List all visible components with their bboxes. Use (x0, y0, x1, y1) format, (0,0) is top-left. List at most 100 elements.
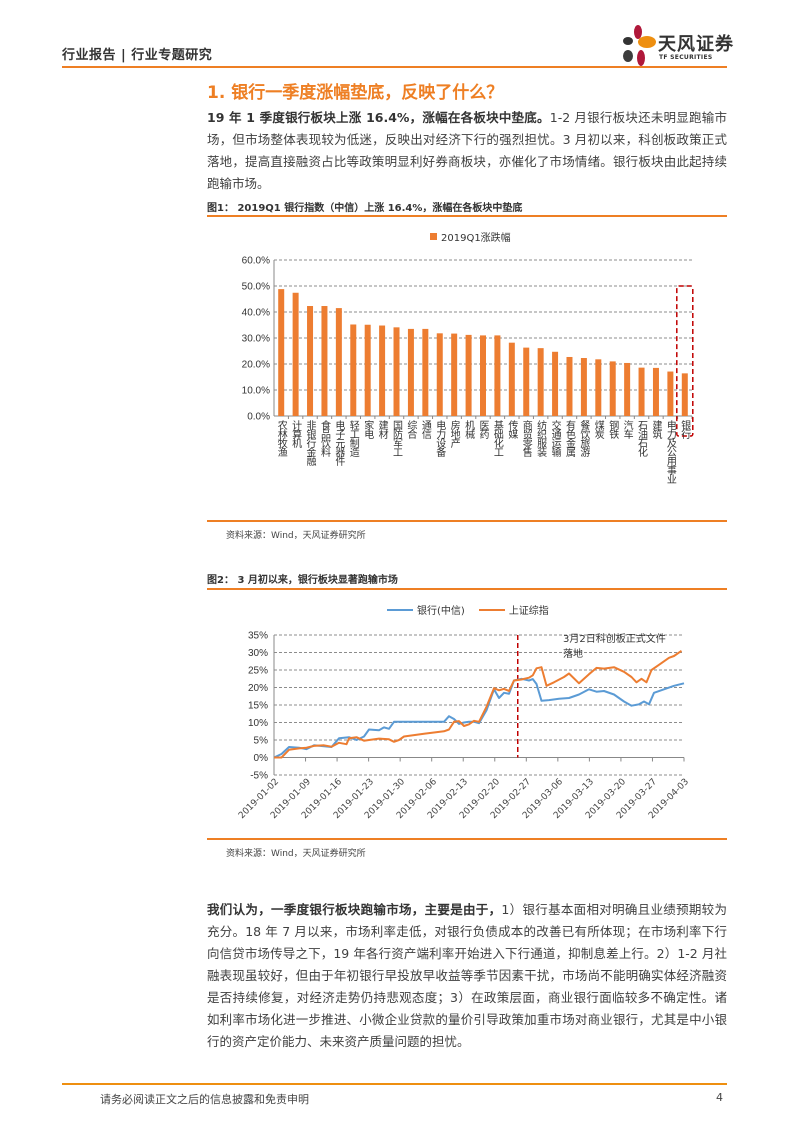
bar (523, 347, 530, 416)
intro-paragraph: 19 年 1 季度银行板块上涨 16.4%，涨幅在各板块中垫底。1-2 月银行板… (207, 107, 727, 195)
bar (278, 289, 285, 416)
svg-text:50.0%: 50.0% (242, 282, 270, 293)
legend-item-bank: 银行(中信) (387, 602, 465, 617)
flower-logo-icon (623, 25, 656, 66)
svg-text:30%: 30% (248, 648, 268, 659)
bar (393, 327, 400, 416)
analysis-paragraph: 我们认为，一季度银行板块跑输市场，主要是由于，1）银行基本面相对明确且业绩预期较… (207, 899, 727, 1053)
bar (638, 367, 645, 416)
bar (652, 367, 659, 416)
category-label: 电力及公用事业 (664, 420, 676, 483)
line-chart-svg: -5% 0% 5% 10% 15% 20% 25% 30% 35% (248, 631, 685, 782)
figure2-source: 资料来源：Wind，天风证券研究所 (226, 849, 366, 859)
svg-text:0.0%: 0.0% (247, 412, 270, 423)
bar (609, 361, 616, 416)
legend-label: 上证综指 (508, 606, 549, 617)
bar (494, 335, 501, 416)
logo-name-en: TF SECURITIES (659, 54, 713, 61)
figure1-title: 图1： 2019Q1 银行指数（中信）上涨 16.4%，涨幅在各板块中垫底 (207, 203, 523, 214)
category-label: 电子元器件 (332, 420, 344, 465)
category-label: 有色金属 (563, 420, 575, 456)
figure2-line-chart: -5% 0% 5% 10% 15% 20% 25% 30% 35% 2019-01-02 2019-… (226, 625, 706, 840)
annotation-line1: 3月2日科创板正式文件 (563, 634, 666, 645)
bar (422, 328, 429, 416)
category-label: 非银行金融 (304, 420, 316, 465)
figure1-bottom-divider (207, 520, 727, 522)
category-label: 农林牧渔 (275, 420, 287, 456)
logo-name-cn: 天风证券 (658, 34, 734, 55)
figure2-legend: 银行(中信) 上证综指 (387, 602, 549, 617)
category-label: 食品饮料 (318, 420, 330, 456)
category-label: 石油石化 (635, 420, 647, 456)
svg-text:20%: 20% (248, 683, 268, 694)
bar (537, 348, 544, 416)
bar-chart-svg: 0.0% 10.0% 20.0% 30.0% 40.0% 50.0% 60.0% (242, 256, 694, 437)
bar (580, 358, 587, 416)
figure1-legend: 2019Q1涨跌幅 (430, 229, 511, 244)
category-label: 银行 (678, 420, 690, 438)
legend-label: 银行(中信) (417, 606, 465, 617)
figure2-bottom-divider (207, 838, 727, 840)
series-line (273, 677, 685, 759)
category-label: 建材 (376, 420, 388, 438)
bar (681, 373, 688, 416)
svg-text:0%: 0% (254, 753, 269, 764)
legend-line-icon (387, 608, 413, 611)
figure1-source: 资料来源：Wind，天风证券研究所 (226, 531, 366, 541)
svg-text:30.0%: 30.0% (242, 334, 270, 345)
svg-text:-5%: -5% (250, 771, 268, 782)
category-label: 钢铁 (606, 420, 618, 438)
bar (480, 335, 486, 416)
report-type-label: 行业报告 | 行业专题研究 (62, 48, 213, 63)
category-label: 餐饮旅游 (577, 420, 589, 456)
figure1-bar-chart: 0.0% 10.0% 20.0% 30.0% 40.0% 50.0% 60.0% 农林牧渔 计算… (226, 250, 706, 520)
category-label: 通信 (419, 420, 431, 438)
svg-text:60.0%: 60.0% (242, 256, 270, 267)
category-label: 机械 (462, 420, 474, 438)
bar (407, 328, 414, 416)
category-label: 交通运输 (549, 420, 561, 456)
header-divider (62, 66, 727, 68)
bar (350, 324, 357, 416)
figure1-divider (207, 215, 727, 217)
bar (335, 308, 342, 416)
figure2-annotation: 3月2日科创板正式文件 落地 (563, 632, 666, 662)
category-label: 汽车 (621, 420, 633, 438)
category-label: 建筑 (649, 420, 661, 438)
legend-label: 2019Q1涨跌幅 (441, 233, 511, 244)
company-logo: 天风证券 TF SECURITIES (618, 24, 748, 68)
series-line (274, 649, 683, 759)
section-title: 1. 银行一季度涨幅垫底，反映了什么？ (207, 83, 504, 103)
svg-text:40.0%: 40.0% (242, 308, 270, 319)
svg-text:25%: 25% (248, 666, 268, 677)
svg-text:10.0%: 10.0% (242, 386, 270, 397)
bar (321, 306, 328, 416)
svg-text:20.0%: 20.0% (242, 360, 270, 371)
figure2-divider (207, 588, 727, 590)
category-label: 纺织服装 (534, 420, 546, 456)
footer-divider (62, 1083, 727, 1085)
category-label: 家电 (361, 420, 373, 438)
analysis-bold-lead: 我们认为，一季度银行板块跑输市场，主要是由于， (207, 902, 502, 917)
bar (508, 342, 515, 416)
page-number: 4 (716, 1091, 723, 1104)
category-label: 传媒 (505, 420, 517, 438)
bar (292, 292, 299, 416)
legend-line-icon (478, 608, 505, 611)
legend-swatch-icon (430, 233, 437, 240)
category-label: 计算机 (289, 420, 301, 447)
bar (566, 356, 573, 416)
svg-text:5%: 5% (254, 736, 269, 747)
bar (379, 325, 386, 416)
category-label: 国防军工 (390, 420, 402, 456)
figure2-title: 图2： 3 月初以来，银行板块显著跑输市场 (207, 575, 398, 586)
category-label: 电力设备 (433, 420, 445, 456)
intro-body: 1-2 月银行板块还未明显跑输市场，但市场整体表现较为低迷，反映出对经济下行的强… (207, 110, 728, 191)
category-label: 房地产 (448, 420, 460, 447)
bar (595, 359, 602, 416)
svg-text:35%: 35% (248, 631, 268, 642)
annotation-line2: 落地 (563, 649, 583, 660)
analysis-body: 1）银行基本面相对明确且业绩预期较为充分。18 年 7 月以来，市场利率走低，对… (207, 902, 727, 1049)
bar (436, 333, 443, 416)
bar (307, 306, 314, 416)
